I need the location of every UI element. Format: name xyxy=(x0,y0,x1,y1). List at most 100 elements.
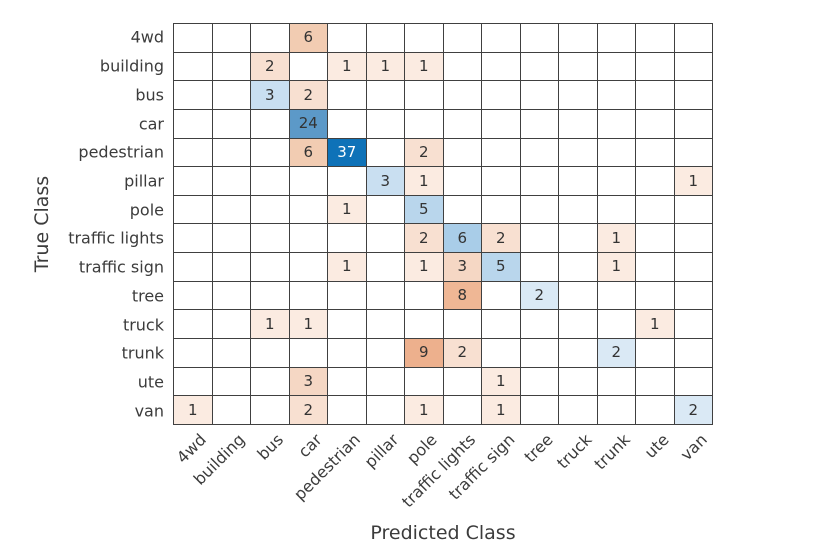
matrix-cell xyxy=(674,367,712,396)
matrix-cell xyxy=(559,109,597,138)
matrix-cell xyxy=(251,396,289,424)
matrix-cell xyxy=(289,167,327,195)
matrix-cell xyxy=(520,52,558,81)
y-tick-label: tree xyxy=(131,286,164,306)
matrix-cell xyxy=(674,109,712,138)
matrix-cell xyxy=(597,167,635,195)
matrix-cell: 1 xyxy=(405,167,443,195)
matrix-cell: 1 xyxy=(174,396,212,424)
matrix-cell: 2 xyxy=(443,339,481,367)
matrix-cell xyxy=(174,253,212,281)
y-tick-label: van xyxy=(134,401,164,421)
matrix-cell xyxy=(636,81,674,109)
matrix-cell xyxy=(328,81,366,109)
matrix-cell xyxy=(559,224,597,253)
matrix-cell xyxy=(482,138,520,167)
matrix-cell xyxy=(328,339,366,367)
matrix-cell xyxy=(674,281,712,310)
matrix-cell xyxy=(366,339,404,367)
matrix-cell xyxy=(212,253,250,281)
matrix-cell xyxy=(636,52,674,81)
matrix-cell xyxy=(174,367,212,396)
matrix-cell xyxy=(328,167,366,195)
matrix-cell xyxy=(174,224,212,253)
matrix-cell xyxy=(559,24,597,52)
matrix-cell xyxy=(674,339,712,367)
matrix-cell xyxy=(366,81,404,109)
matrix-cell xyxy=(443,195,481,224)
matrix-cell xyxy=(212,195,250,224)
matrix-cell: 2 xyxy=(289,81,327,109)
matrix-cell xyxy=(251,281,289,310)
matrix-cell: 1 xyxy=(251,310,289,339)
matrix-cell xyxy=(636,396,674,424)
matrix-cell xyxy=(251,339,289,367)
matrix-cell: 5 xyxy=(482,253,520,281)
matrix-cell xyxy=(251,138,289,167)
matrix-cell xyxy=(405,81,443,109)
matrix-cell: 1 xyxy=(482,396,520,424)
matrix-cell xyxy=(212,167,250,195)
matrix-cell xyxy=(482,52,520,81)
matrix-cell xyxy=(212,52,250,81)
x-tick-label: bus xyxy=(253,430,287,464)
matrix-cell xyxy=(405,310,443,339)
matrix-cell xyxy=(636,224,674,253)
matrix-cell: 1 xyxy=(328,195,366,224)
matrix-cell xyxy=(443,109,481,138)
matrix-cell xyxy=(251,167,289,195)
matrix-cell xyxy=(636,24,674,52)
matrix-cell xyxy=(212,224,250,253)
x-tick-label: ute xyxy=(640,430,673,463)
matrix-cell xyxy=(674,52,712,81)
matrix-cell xyxy=(482,195,520,224)
matrix-cell xyxy=(559,167,597,195)
matrix-grid: 6 2 1 1 1 3 2 24 6 37 2 3 1 1 1 5 2 6 2 1 1 1 3 5 1 8 2 1 1 1 9 2 2 3 1 1 2 1… xyxy=(173,23,713,425)
matrix-cell xyxy=(559,396,597,424)
matrix-cell: 3 xyxy=(366,167,404,195)
matrix-cell: 1 xyxy=(328,253,366,281)
matrix-cell: 3 xyxy=(251,81,289,109)
matrix-cell xyxy=(559,253,597,281)
y-tick-label: 4wd xyxy=(130,27,164,47)
matrix-cell: 1 xyxy=(405,52,443,81)
y-tick-label: ute xyxy=(137,372,164,392)
matrix-cell xyxy=(405,281,443,310)
matrix-cell xyxy=(328,310,366,339)
matrix-cell xyxy=(520,310,558,339)
x-axis-title: Predicted Class xyxy=(370,522,516,544)
matrix-cell xyxy=(559,81,597,109)
matrix-cell xyxy=(174,109,212,138)
matrix-cell xyxy=(520,24,558,52)
matrix-cell xyxy=(366,310,404,339)
matrix-cell: 1 xyxy=(405,253,443,281)
matrix-cell xyxy=(636,109,674,138)
matrix-cell xyxy=(674,253,712,281)
matrix-cell xyxy=(597,195,635,224)
matrix-cell xyxy=(674,138,712,167)
matrix-cell xyxy=(328,367,366,396)
matrix-cell xyxy=(289,339,327,367)
matrix-cell xyxy=(482,24,520,52)
matrix-cell xyxy=(674,24,712,52)
matrix-cell: 2 xyxy=(251,52,289,81)
matrix-cell xyxy=(482,109,520,138)
matrix-cell xyxy=(251,367,289,396)
matrix-cell: 2 xyxy=(597,339,635,367)
matrix-cell xyxy=(174,310,212,339)
y-axis-title: True Class xyxy=(31,175,53,273)
matrix-cell xyxy=(443,81,481,109)
matrix-cell xyxy=(597,138,635,167)
y-tick-label: truck xyxy=(122,315,164,334)
matrix-cell xyxy=(174,281,212,310)
matrix-cell xyxy=(212,339,250,367)
matrix-cell xyxy=(174,167,212,195)
matrix-cell xyxy=(482,281,520,310)
matrix-cell xyxy=(289,281,327,310)
x-tick-label: tree xyxy=(520,430,557,467)
matrix-cell xyxy=(636,339,674,367)
matrix-cell xyxy=(559,52,597,81)
matrix-cell xyxy=(443,24,481,52)
matrix-cell xyxy=(559,281,597,310)
y-tick-label: car xyxy=(138,114,164,133)
